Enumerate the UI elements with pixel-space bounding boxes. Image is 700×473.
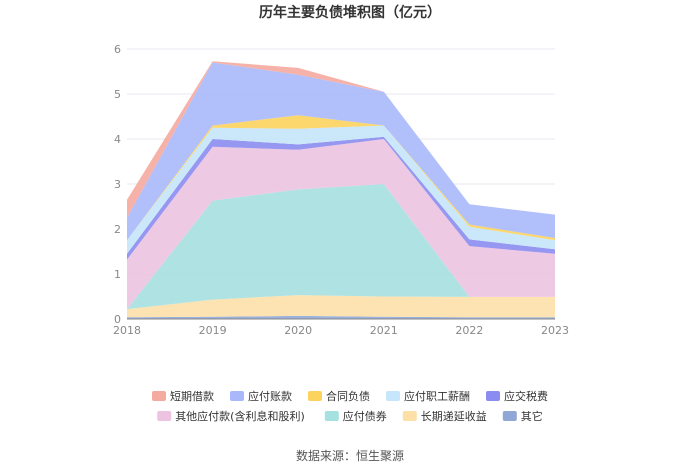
legend-label: 应付账款 bbox=[248, 389, 292, 403]
legend-swatch bbox=[157, 411, 172, 421]
legend-swatch bbox=[308, 391, 322, 401]
legend-item: 应交税费 bbox=[486, 389, 548, 403]
y-tick-label: 6 bbox=[114, 43, 121, 56]
legend-item: 其他应付款(含利息和股利) bbox=[157, 409, 305, 423]
area-series-4 bbox=[127, 136, 555, 260]
area-series bbox=[127, 61, 555, 319]
legend-label: 合同负债 bbox=[326, 389, 370, 403]
legend-swatch bbox=[386, 391, 400, 401]
x-tick-label: 2020 bbox=[284, 324, 312, 337]
legend-item: 合同负债 bbox=[308, 389, 370, 403]
legend-swatch bbox=[230, 391, 244, 401]
legend-label: 应付职工薪酬 bbox=[404, 389, 470, 403]
legend-item: 长期递延收益 bbox=[402, 409, 487, 423]
area-series-3 bbox=[127, 139, 555, 310]
y-tick-label: 2 bbox=[114, 223, 121, 236]
area-series-5 bbox=[127, 125, 555, 254]
legend-item: 应付职工薪酬 bbox=[386, 389, 470, 403]
chart-title: 历年主要负债堆积图（亿元） bbox=[259, 4, 441, 21]
area-series-1 bbox=[127, 295, 555, 318]
y-tick-label: 1 bbox=[114, 268, 121, 281]
legend-item: 应付债券 bbox=[324, 409, 387, 423]
area-series-2 bbox=[127, 184, 555, 310]
area-series-7 bbox=[127, 62, 555, 241]
x-tick-label: 2021 bbox=[370, 324, 398, 337]
data-source-note: 数据来源：恒生聚源 bbox=[296, 448, 404, 463]
legend-label: 应付债券 bbox=[343, 409, 387, 423]
legend-label: 其他应付款(含利息和股利) bbox=[175, 409, 305, 423]
y-tick-label: 5 bbox=[114, 88, 121, 101]
legend-label: 应交税费 bbox=[504, 389, 548, 403]
legend-item: 其它 bbox=[502, 409, 543, 423]
x-tick-label: 2018 bbox=[113, 324, 141, 337]
legend-label: 长期递延收益 bbox=[421, 409, 487, 423]
y-tick-label: 4 bbox=[114, 133, 121, 146]
y-tick-label: 3 bbox=[114, 178, 121, 191]
legend-label: 短期借款 bbox=[170, 389, 214, 403]
legend-swatch bbox=[402, 411, 417, 421]
legend-swatch bbox=[152, 391, 166, 401]
y-tick-label: 0 bbox=[114, 313, 121, 326]
legend-label: 其它 bbox=[521, 409, 543, 423]
legend-swatch bbox=[324, 411, 339, 421]
legend-item: 短期借款 bbox=[152, 389, 214, 403]
legend-item: 应付账款 bbox=[230, 389, 292, 403]
axes: 0 1 2 3 4 5 6 2018 2019 2020 2021 2022 2023 bbox=[113, 43, 569, 337]
legend-swatch bbox=[502, 411, 517, 421]
x-tick-label: 2019 bbox=[199, 324, 227, 337]
area-series-0 bbox=[127, 315, 555, 319]
x-tick-label: 2022 bbox=[455, 324, 483, 337]
x-tick-label: 2023 bbox=[541, 324, 569, 337]
legend-swatch bbox=[486, 391, 500, 401]
